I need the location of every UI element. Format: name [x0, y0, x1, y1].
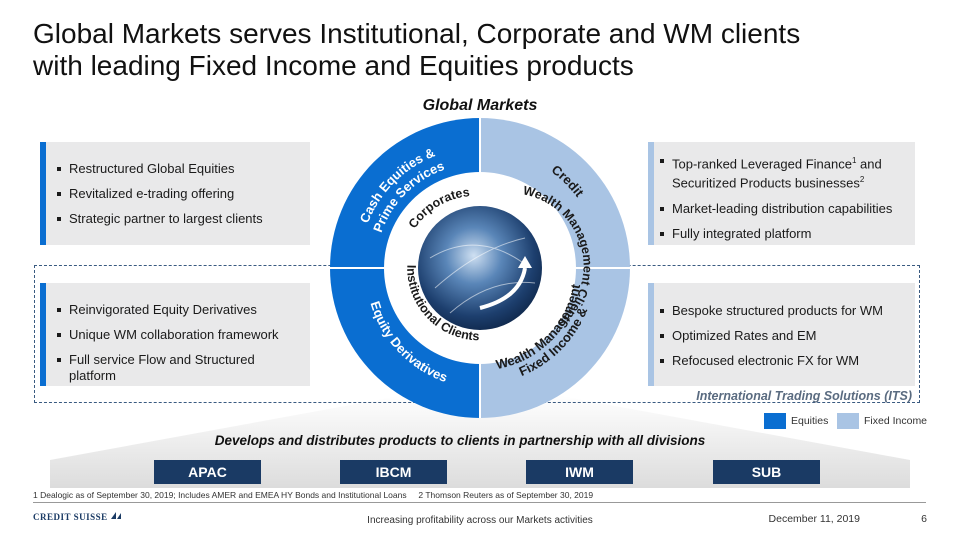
- bullet-list: Bespoke structured products for WM Optim…: [660, 303, 909, 378]
- bullet-item: Restructured Global Equities: [57, 161, 304, 177]
- global-markets-circle: Cash Equities & Prime Services Credit Eq…: [330, 118, 630, 418]
- global-markets-heading: Global Markets: [422, 97, 538, 114]
- bullet-item: Strategic partner to largest clients: [57, 211, 304, 227]
- legend-fixed-income-swatch: [837, 413, 859, 429]
- legend-fixed-income-label: Fixed Income: [864, 415, 928, 427]
- legend-equities-label: Equities: [791, 415, 829, 427]
- page-title: Global Markets serves Institutional, Cor…: [33, 18, 933, 82]
- title-line-2: with leading Fixed Income and Equities p…: [33, 50, 634, 81]
- box-credit: Top-ranked Leveraged Finance1 and Securit…: [648, 142, 915, 245]
- credit-suisse-logo: CREDIT SUISSE: [33, 511, 122, 522]
- division-iwm: IWM: [526, 460, 633, 484]
- equities-accent-bar: [40, 142, 46, 245]
- equities-accent-bar: [40, 283, 46, 386]
- box-fixed-income-wm: Bespoke structured products for WM Optim…: [648, 283, 915, 386]
- fixed-income-accent-bar: [648, 283, 654, 386]
- develops-caption: Develops and distributes products to cli…: [214, 433, 706, 448]
- bullet-item: Market-leading distribution capabilities: [660, 201, 909, 217]
- footnote: 1 Dealogic as of September 30, 2019; Inc…: [33, 490, 594, 500]
- its-label: International Trading Solutions (ITS): [696, 389, 912, 403]
- fixed-income-accent-bar: [648, 142, 654, 245]
- bullet-item: Top-ranked Leveraged Finance1 and Securit…: [660, 153, 909, 192]
- bullet-item: Fully integrated platform: [660, 226, 909, 242]
- legend-equities-swatch: [764, 413, 786, 429]
- bullet-item: Full service Flow and Structured platfor…: [57, 352, 304, 384]
- bullet-list: Reinvigorated Equity Derivatives Unique …: [57, 302, 304, 393]
- box-equity-derivatives: Reinvigorated Equity Derivatives Unique …: [40, 283, 310, 386]
- footer-date: December 11, 2019: [768, 513, 860, 525]
- division-sub: SUB: [713, 460, 820, 484]
- bullet-item: Refocused electronic FX for WM: [660, 353, 909, 369]
- bullet-item: Unique WM collaboration framework: [57, 327, 304, 343]
- globe-icon: [418, 206, 542, 330]
- bullet-item: Revitalized e-trading offering: [57, 186, 304, 202]
- box-cash-equities: Restructured Global Equities Revitalized…: [40, 142, 310, 245]
- footer-divider: [33, 502, 926, 503]
- sails-icon: [111, 512, 122, 519]
- page-number: 6: [921, 513, 927, 525]
- bullet-list: Top-ranked Leveraged Finance1 and Securit…: [660, 153, 909, 251]
- bullet-item: Optimized Rates and EM: [660, 328, 909, 344]
- bullet-item: Reinvigorated Equity Derivatives: [57, 302, 304, 318]
- bullet-item: Bespoke structured products for WM: [660, 303, 909, 319]
- bullet-list: Restructured Global Equities Revitalized…: [57, 161, 304, 236]
- division-ibcm: IBCM: [340, 460, 447, 484]
- division-apac: APAC: [154, 460, 261, 484]
- title-line-1: Global Markets serves Institutional, Cor…: [33, 18, 801, 49]
- footer-tagline: Increasing profitability across our Mark…: [367, 515, 593, 526]
